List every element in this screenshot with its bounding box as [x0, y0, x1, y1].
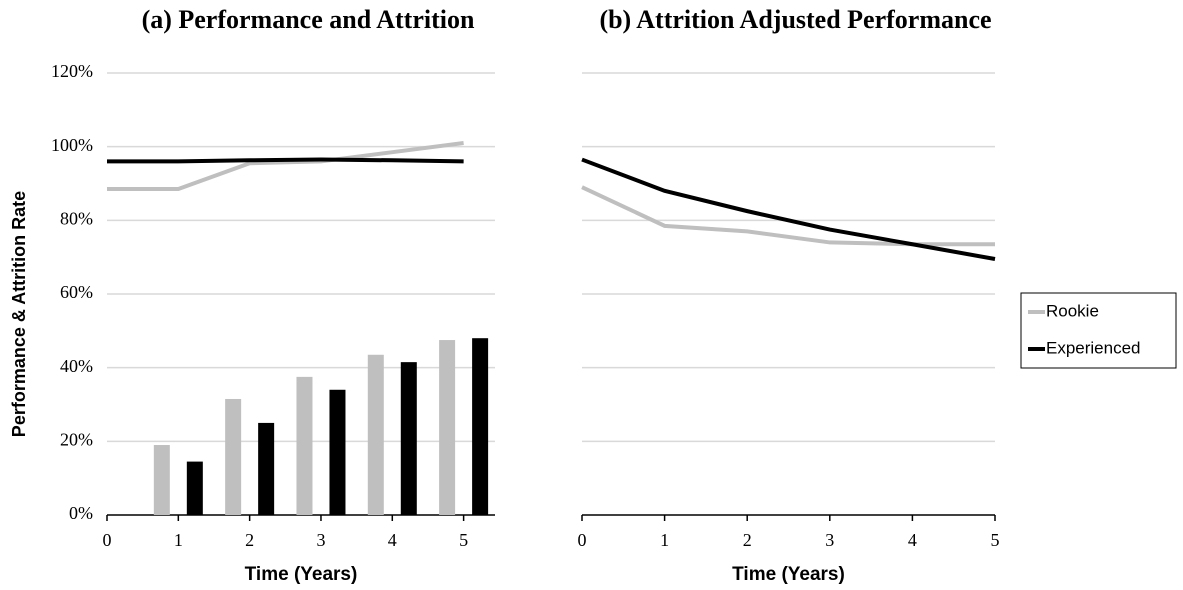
y-tick-label: 120%: [51, 61, 93, 81]
x-axis-label: Time (Years): [732, 564, 845, 585]
y-tick-label: 0%: [69, 503, 93, 523]
bar: [258, 422, 275, 515]
bar: [329, 389, 346, 515]
bar: [367, 354, 384, 515]
x-tick-label: 2: [743, 530, 752, 550]
x-axis-label: Time (Years): [245, 564, 358, 585]
y-tick-label: 80%: [60, 208, 93, 228]
x-tick-label: 5: [991, 530, 1000, 550]
bar: [400, 362, 417, 515]
y-tick-label: 40%: [60, 356, 93, 376]
chart-title: (a) Performance and Attrition: [142, 5, 475, 34]
y-tick-label: 60%: [60, 282, 93, 302]
x-tick-label: 3: [825, 530, 834, 550]
bar: [153, 445, 170, 515]
chart-title: (b) Attrition Adjusted Performance: [599, 5, 991, 34]
bar: [472, 338, 489, 515]
bar: [225, 398, 242, 515]
x-tick-label: 0: [578, 530, 587, 550]
bar: [439, 340, 456, 515]
x-tick-label: 0: [103, 530, 112, 550]
bar: [296, 376, 313, 515]
x-tick-label: 2: [245, 530, 254, 550]
y-tick-label: 20%: [60, 429, 93, 449]
legend-label: Experienced: [1046, 338, 1141, 357]
x-tick-label: 1: [174, 530, 183, 550]
x-tick-label: 3: [316, 530, 325, 550]
line: [107, 157, 464, 164]
y-tick-label: 100%: [51, 135, 93, 155]
x-tick-label: 4: [388, 530, 397, 550]
x-tick-label: 1: [660, 530, 669, 550]
y-axis-label: Performance & Attrition Rate: [9, 191, 29, 437]
x-tick-label: 4: [908, 530, 917, 550]
line: [581, 185, 995, 247]
bar: [186, 461, 203, 515]
line: [581, 157, 996, 261]
legend-label: Rookie: [1046, 301, 1099, 320]
legend-box: [1020, 292, 1177, 369]
x-tick-label: 5: [459, 530, 468, 550]
line: [107, 140, 464, 192]
